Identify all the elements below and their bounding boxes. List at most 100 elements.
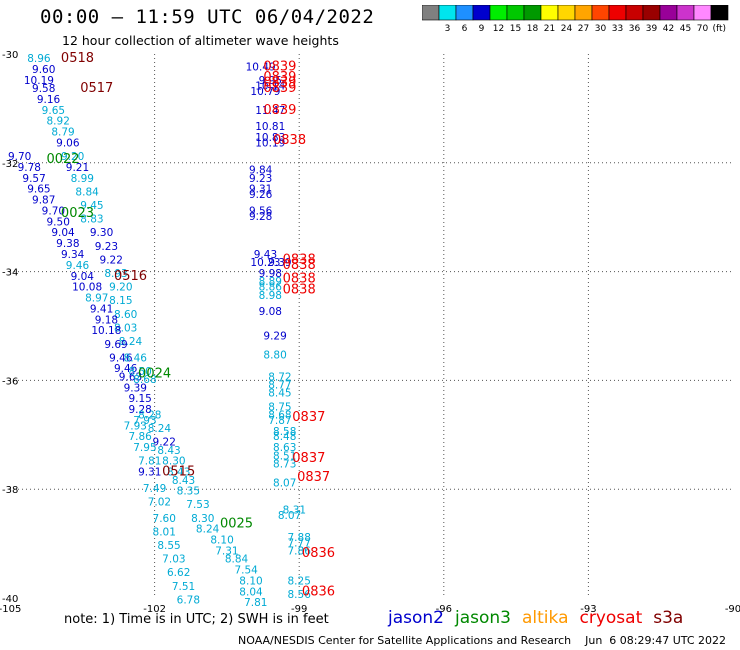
wave-height-value: 9.46 xyxy=(109,352,133,364)
wave-height-value: 8.30 xyxy=(191,513,214,525)
wave-height-value: 10.23 xyxy=(250,257,280,269)
color-scale-label: 9 xyxy=(479,24,485,33)
wave-height-value: 8.68 xyxy=(133,374,156,386)
pass-time-label: 0516 xyxy=(114,269,147,284)
pass-time-label: 0023 xyxy=(61,206,94,221)
color-scale-label: 18 xyxy=(527,24,539,33)
wave-height-value: 8.68 xyxy=(268,409,291,421)
pass-time-label: 0839 xyxy=(263,81,296,96)
color-scale-label: 39 xyxy=(646,24,658,33)
wave-height-value: 8.50 xyxy=(128,366,151,378)
latitude-tick-label: -34 xyxy=(2,268,18,279)
pass-time-label: 0838 xyxy=(283,258,316,273)
pass-time-label: 0022 xyxy=(46,152,79,167)
pass-time-label: 0838 xyxy=(283,252,316,267)
wave-height-value: 10.19 xyxy=(255,137,285,149)
latitude-tick-label: -30 xyxy=(2,50,18,61)
wave-height-value: 9.04 xyxy=(51,227,75,239)
pass-time-label: 0836 xyxy=(302,584,335,599)
wave-height-value: 9.50 xyxy=(47,216,70,228)
wave-height-value: 8.79 xyxy=(51,127,74,139)
wave-height-value: 9.60 xyxy=(32,64,55,76)
color-scale-label: 70 xyxy=(697,24,709,33)
color-scale-label: 42 xyxy=(663,24,674,33)
wave-height-value: 9.87 xyxy=(32,195,55,207)
wave-height-value: 8.75 xyxy=(268,401,291,413)
wave-height-value: 9.22 xyxy=(153,437,176,449)
wave-height-value: 7.49 xyxy=(143,483,166,495)
wave-height-value: 9.65 xyxy=(42,105,65,117)
wave-height-value: 8.46 xyxy=(124,352,148,364)
wave-height-observations: 8.969.6010.199.589.169.658.928.799.069.7… xyxy=(8,53,311,609)
latitude-tick-label: -40 xyxy=(2,594,18,605)
wave-height-value: 8.30 xyxy=(162,456,185,468)
legend-s3a: s3a xyxy=(653,608,684,628)
wave-height-value: 9.29 xyxy=(263,331,286,343)
wave-height-value: 7.81 xyxy=(244,597,267,609)
pass-time-label: 0838 xyxy=(273,133,306,148)
wave-height-value: 8.80 xyxy=(263,350,286,362)
wave-height-value: 9.31 xyxy=(249,184,272,196)
wave-height-value: 9.63 xyxy=(119,371,142,383)
map-title: 00:00 – 11:59 UTC 06/04/2022 xyxy=(40,6,375,28)
wave-height-value: 7.53 xyxy=(186,499,209,511)
longitude-tick-label: -93 xyxy=(580,604,596,615)
pass-time-label: 0024 xyxy=(138,367,171,382)
wave-height-value: 7.93 xyxy=(124,420,147,432)
wave-height-value: 9.28 xyxy=(249,211,272,223)
pass-time-label: 0515 xyxy=(162,465,195,480)
color-scale-label: 12 xyxy=(493,24,504,33)
wave-height-value: 9.08 xyxy=(259,306,282,318)
wave-height-value: 8.43 xyxy=(167,467,190,479)
wave-height-value: 8.25 xyxy=(288,575,311,587)
color-scale-label: 30 xyxy=(595,24,607,33)
legend-jason2: jason2 xyxy=(388,608,444,628)
wave-height-value: 8.35 xyxy=(177,486,200,498)
wave-height-value: 10.79 xyxy=(250,86,280,98)
wave-height-value: 8.04 xyxy=(239,586,263,598)
color-scale-label: 33 xyxy=(612,24,623,33)
pass-time-label: 0839 xyxy=(263,76,296,91)
wave-height-value: 7.93 xyxy=(133,415,156,427)
wave-height-value: 8.51 xyxy=(273,450,296,462)
wave-height-value: 8.43 xyxy=(157,445,180,457)
wave-height-value: 7.60 xyxy=(153,513,176,525)
map-subtitle: 12 hour collection of altimeter wave hei… xyxy=(62,33,339,48)
legend-altika: altika xyxy=(522,608,569,628)
wave-height-value: 9.70 xyxy=(42,205,65,217)
pass-time-label: 0839 xyxy=(263,70,296,85)
wave-height-value: 6.62 xyxy=(167,567,190,579)
wave-height-value: 7.86 xyxy=(288,545,312,557)
color-scale-label: 3 xyxy=(445,24,451,33)
wave-height-value: 8.63 xyxy=(273,442,296,454)
pass-time-label: 0838 xyxy=(283,271,316,286)
wave-height-value: 9.28 xyxy=(128,404,151,416)
wave-height-value: 9.45 xyxy=(80,200,103,212)
wave-height-value: 6.78 xyxy=(177,594,200,606)
wave-height-value: 9.95 xyxy=(259,75,282,87)
pass-time-label: 0025 xyxy=(220,516,253,531)
wave-height-value: 10.81 xyxy=(255,121,285,133)
wave-height-value: 10.19 xyxy=(24,75,54,87)
color-scale-label: 36 xyxy=(629,24,641,33)
wave-height-value: 9.34 xyxy=(61,249,85,261)
wave-height-value: 8.24 xyxy=(119,336,143,348)
pass-time-label: 0837 xyxy=(292,451,325,466)
longitude-tick-label: -96 xyxy=(436,604,452,615)
pass-time-labels: 0518051700220023051600240515002508390839… xyxy=(46,51,335,599)
color-scale-bar: 3 6 9 12 15 18 21 24 27 30 33 36 39 42 45 70 (ft) xyxy=(422,5,729,33)
wave-height-value: 9.56 xyxy=(249,205,273,217)
legend-cryosat: cryosat xyxy=(579,608,643,628)
wave-height-value: 8.98 xyxy=(259,290,282,302)
wave-height-value: 8.83 xyxy=(80,214,103,226)
wave-height-value: 10.49 xyxy=(246,61,276,73)
wave-height-value: 8.86 xyxy=(259,282,283,294)
longitude-tick-label: -102 xyxy=(143,604,166,615)
wave-height-value: 8.58 xyxy=(273,426,296,438)
wave-height-value: 7.02 xyxy=(148,497,171,509)
color-scale-label: 21 xyxy=(544,24,555,33)
wave-height-value: 9.30 xyxy=(90,227,113,239)
longitude-tick-label: -99 xyxy=(291,604,307,615)
wave-height-value: 9.23 xyxy=(95,241,118,253)
wave-height-value: 8.84 xyxy=(75,186,99,198)
